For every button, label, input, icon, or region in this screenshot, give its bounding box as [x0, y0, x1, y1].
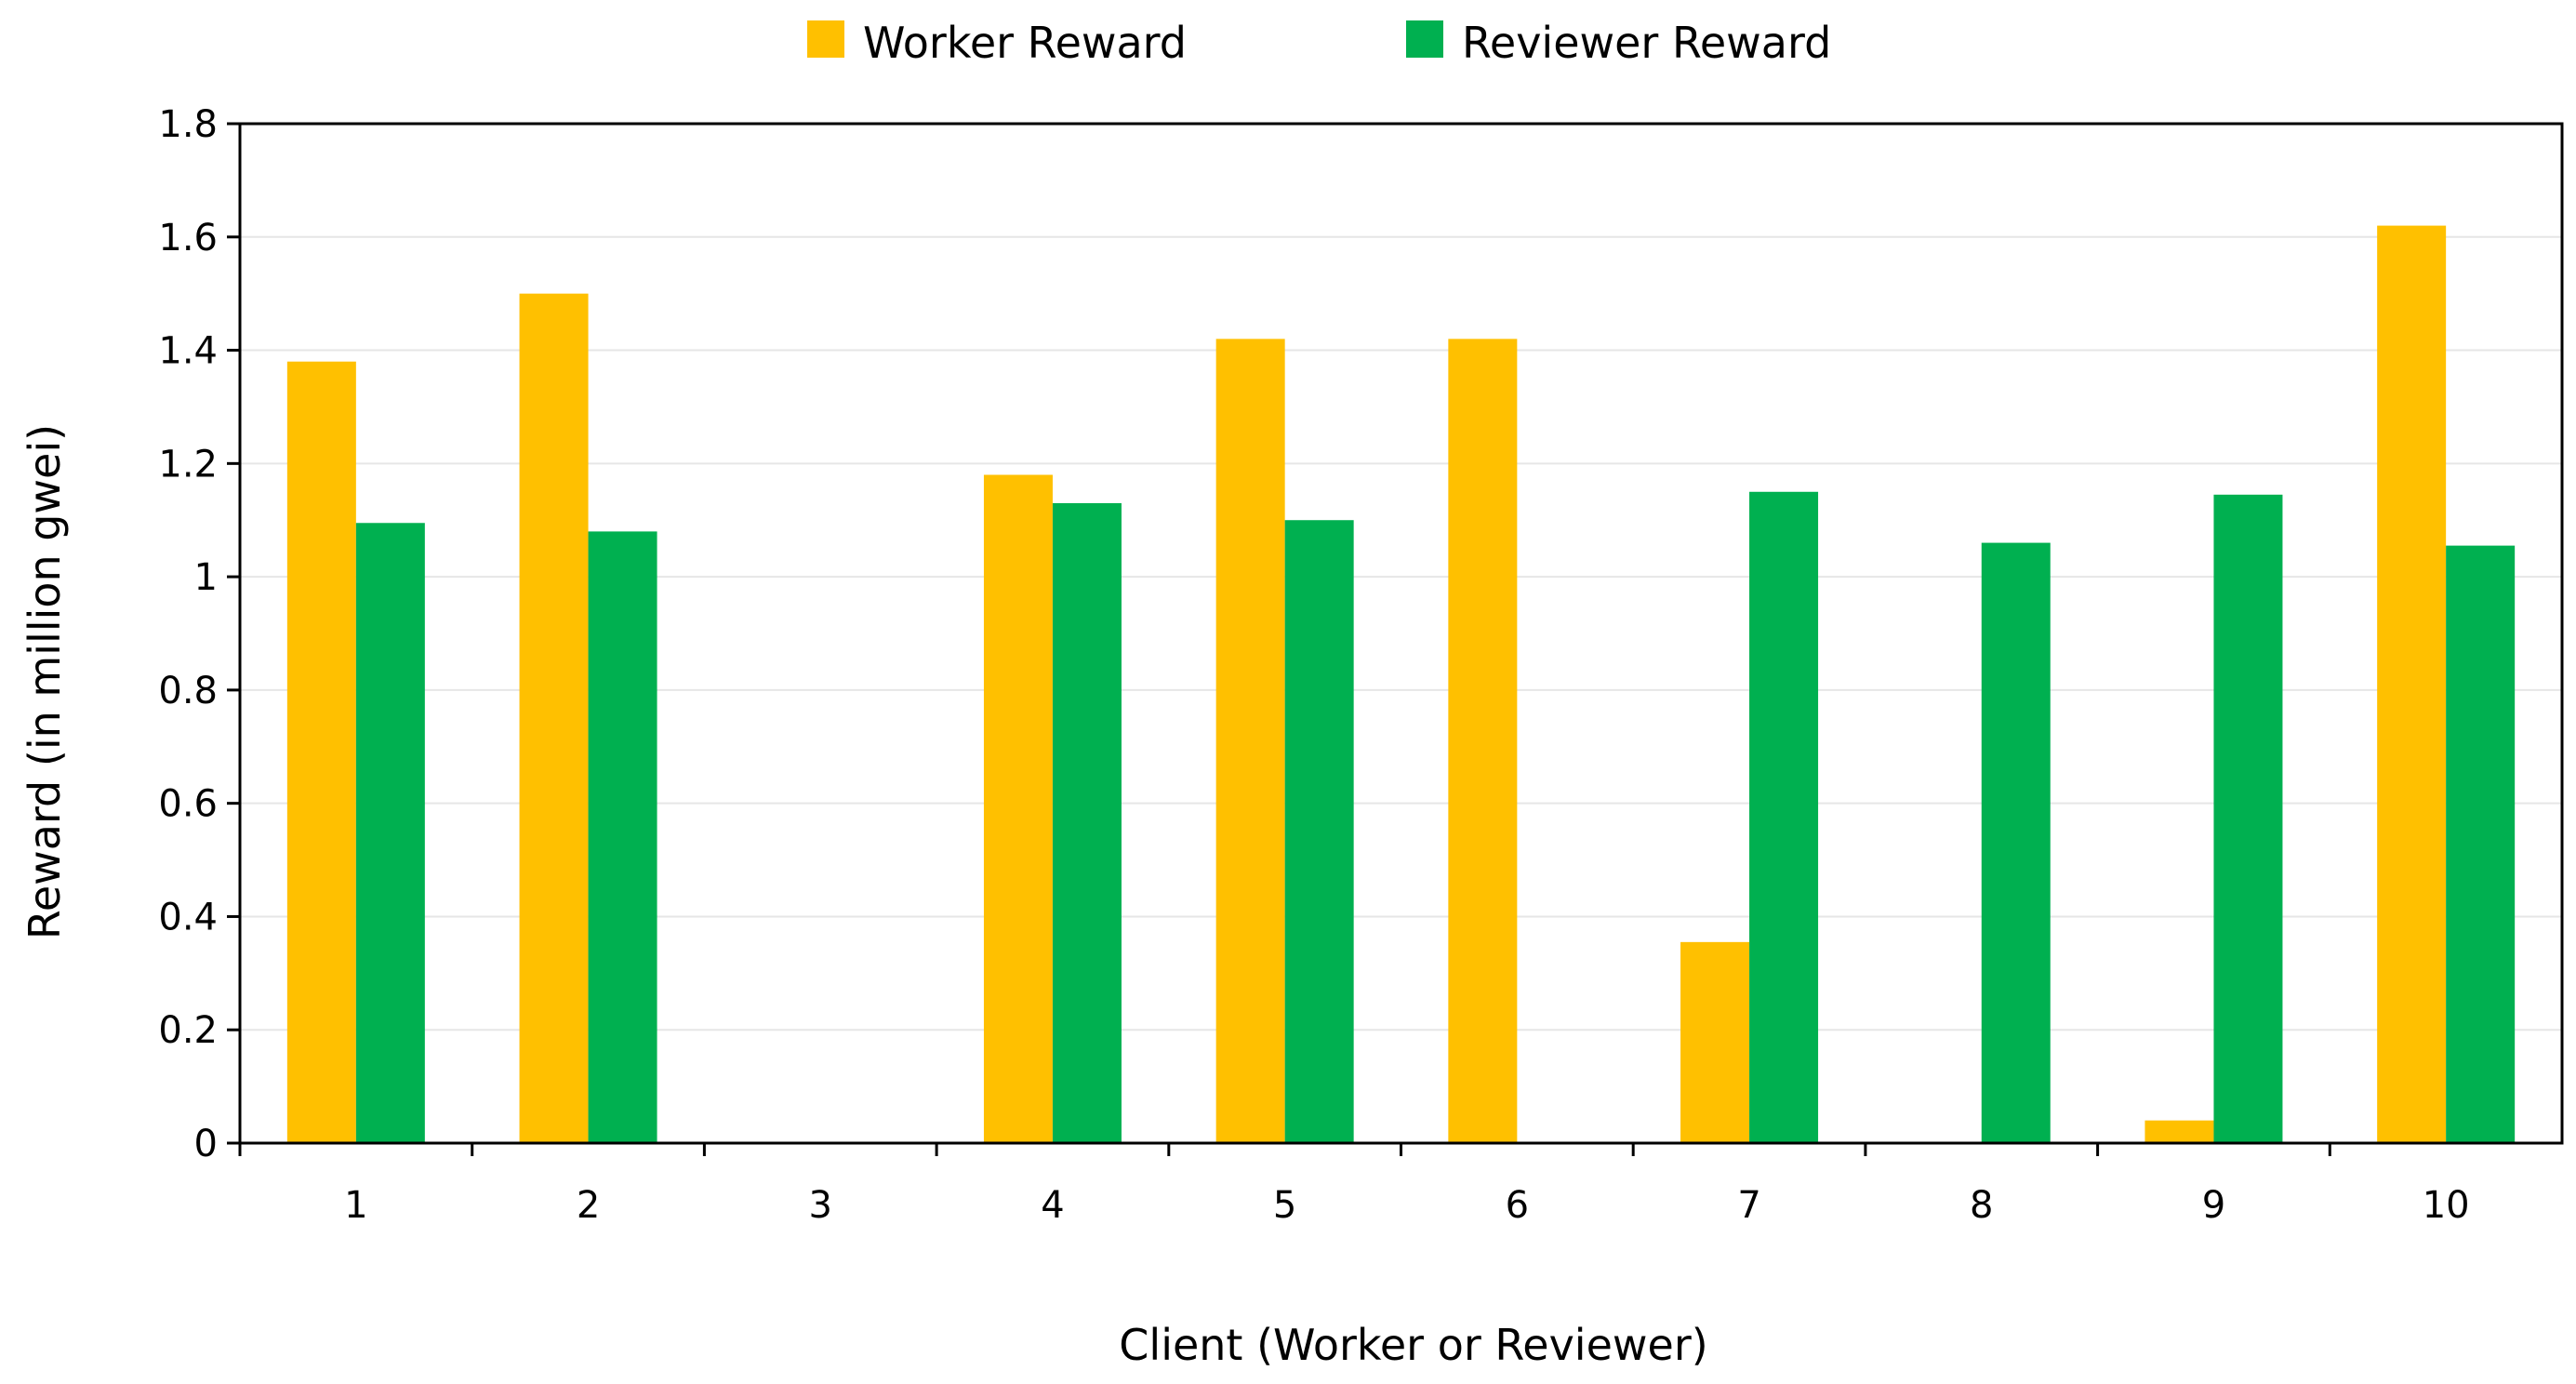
x-tick-label-8: 8 [1970, 1184, 1993, 1227]
y-axis: 0 0.2 0.4 0.6 0.8 1 1.2 1.4 1.6 1.8 [158, 103, 240, 1165]
legend: Worker Reward Reviewer Reward [807, 18, 1831, 68]
y-tick-label: 0.6 [158, 783, 218, 826]
reviewer-reward-bar-1 [355, 523, 425, 1143]
x-tick-label-4: 4 [1041, 1184, 1064, 1227]
worker-reward-bar-10 [2377, 225, 2447, 1144]
legend-swatch-worker-reward [807, 20, 844, 58]
x-axis: 1 2 3 4 5 6 7 8 9 10 [238, 1143, 2470, 1227]
y-tick-label: 1.4 [158, 330, 218, 373]
x-tick-label-3: 3 [809, 1184, 832, 1227]
y-tick-label: 0.4 [158, 896, 218, 938]
reviewer-reward-bar-8 [1981, 542, 2051, 1143]
x-tick-label-7: 7 [1737, 1184, 1760, 1227]
reviewer-reward-bar-2 [588, 531, 657, 1143]
worker-reward-bar-7 [1680, 941, 1750, 1143]
worker-reward-bar-4 [983, 474, 1053, 1143]
worker-reward-bar-1 [286, 361, 356, 1143]
x-axis-title: Client (Worker or Reviewer) [1119, 1320, 1707, 1370]
reviewer-reward-bar-7 [1749, 491, 1819, 1143]
worker-reward-bar-9 [2144, 1120, 2214, 1143]
y-tick-label: 0.8 [158, 670, 218, 712]
x-tick-label-5: 5 [1273, 1184, 1296, 1227]
legend-label-worker-reward: Worker Reward [863, 18, 1187, 68]
worker-reward-bar-2 [519, 293, 589, 1144]
y-tick-label: 0 [194, 1123, 218, 1165]
legend-swatch-reviewer-reward [1406, 20, 1443, 58]
legend-label-reviewer-reward: Reviewer Reward [1462, 18, 1831, 68]
y-axis-title: Reward (in million gwei) [20, 424, 70, 939]
bars [286, 225, 2516, 1144]
y-tick-label: 1.2 [158, 443, 218, 486]
reviewer-reward-bar-4 [1052, 502, 1122, 1143]
x-tick-label-6: 6 [1506, 1184, 1529, 1227]
x-tick-label-10: 10 [2423, 1184, 2470, 1227]
y-tick-label: 1.8 [158, 103, 218, 146]
x-tick-label-1: 1 [344, 1184, 367, 1227]
y-tick-label: 0.2 [158, 1009, 218, 1052]
x-tick-label-9: 9 [2202, 1184, 2225, 1227]
reviewer-reward-bar-10 [2446, 545, 2516, 1143]
y-tick-label: 1.6 [158, 217, 218, 260]
x-tick-label-2: 2 [577, 1184, 600, 1227]
worker-reward-bar-5 [1215, 339, 1285, 1143]
reviewer-reward-bar-9 [2213, 494, 2283, 1143]
reviewer-reward-bar-5 [1284, 520, 1354, 1143]
worker-reward-bar-6 [1448, 339, 1518, 1143]
y-tick-label: 1 [194, 556, 218, 599]
